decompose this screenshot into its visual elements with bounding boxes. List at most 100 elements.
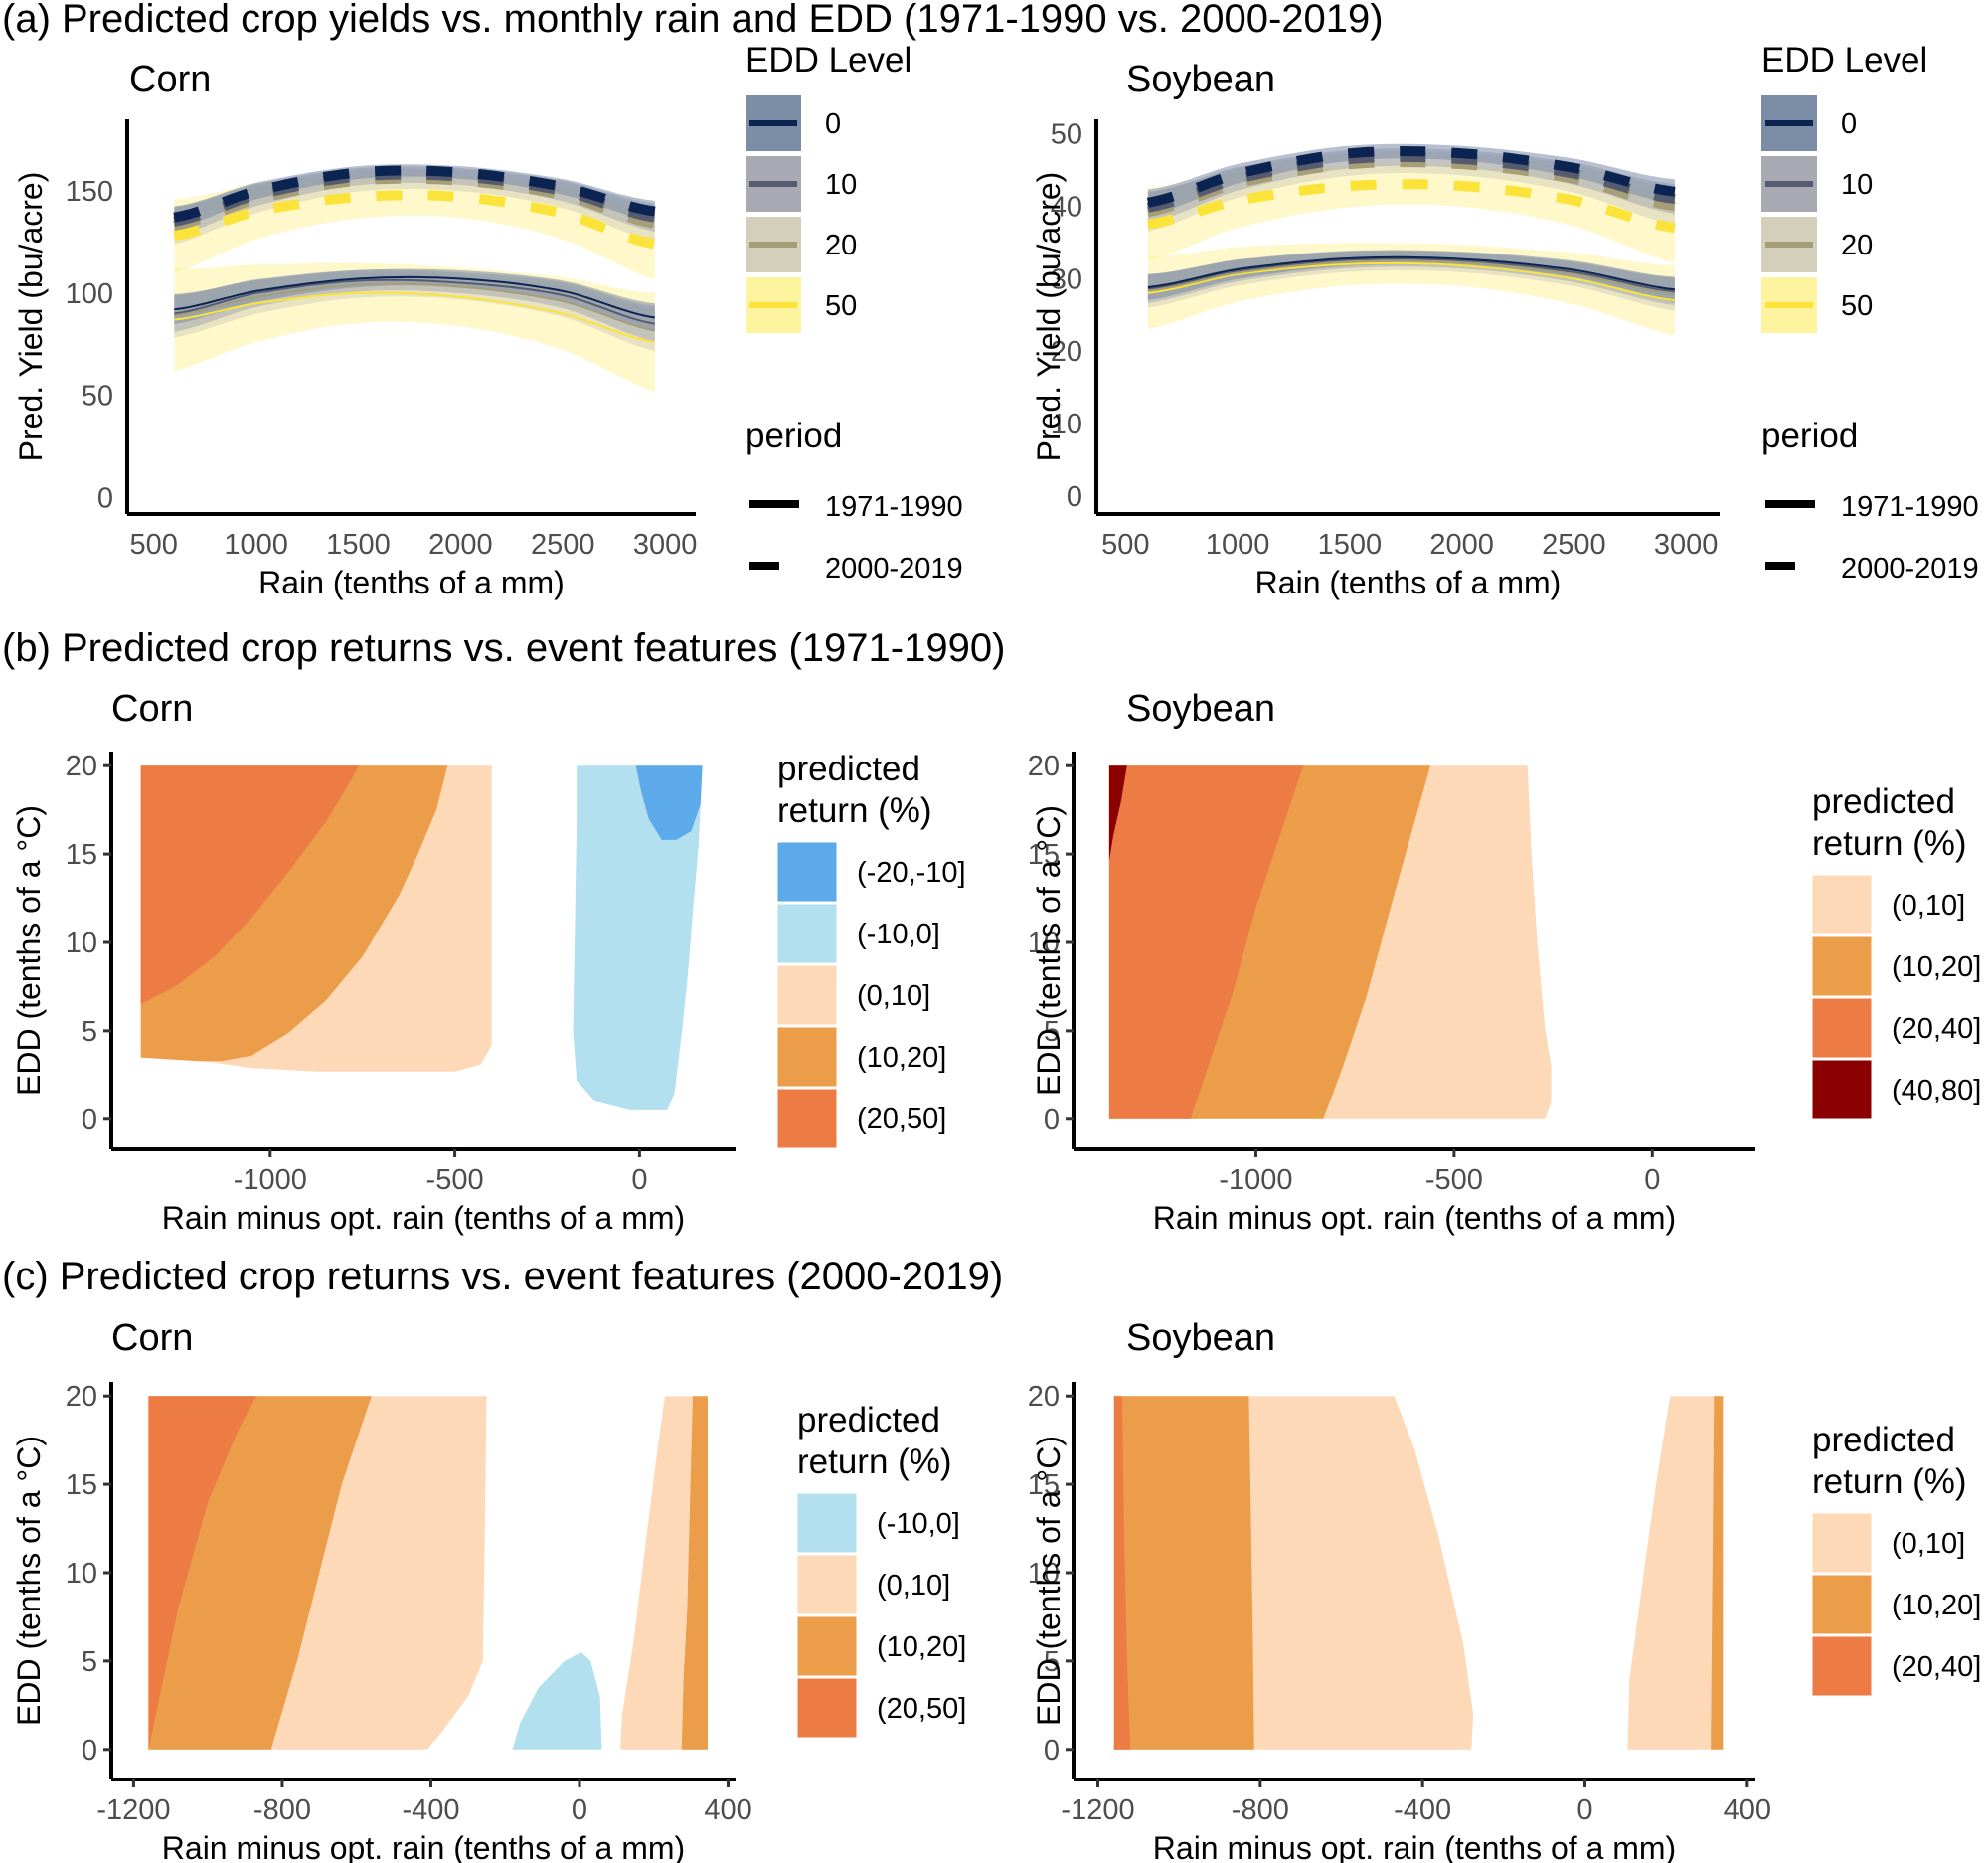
y-tick-label: 20 [66,1381,97,1413]
x-tick-label: 400 [704,1794,751,1826]
contour-region [681,1396,708,1750]
legend-key [796,1554,858,1615]
legend-label-period: 1971-1990 [825,491,963,523]
x-tick-label: 1000 [1206,529,1270,561]
series-line [1147,259,1676,296]
legend-key [1811,1635,1873,1697]
legend-label: (0,10] [857,980,930,1012]
panel-title: Soybean [1126,688,1275,730]
series-line [1146,145,1676,208]
legend-label: (0,10] [1892,1528,1965,1560]
x-axis-title: Rain minus opt. rain (tenths of a mm) [1153,1200,1676,1236]
legend-label-edd: 20 [1841,230,1873,261]
ci-ribbon [1147,250,1675,302]
y-tick-label: 0 [82,1104,97,1136]
contour-region [1711,1396,1724,1750]
legend-label-edd: 0 [1841,108,1857,140]
contour-region [1627,1396,1724,1750]
y-tick-label: 5 [1044,1646,1060,1678]
x-axis-title: Rain (tenths of a mm) [258,565,565,600]
legend-label: (0,10] [1892,890,1965,922]
y-tick-label: 5 [82,1016,97,1048]
ci-ribbon [1147,143,1675,216]
y-tick-label: 15 [66,1469,97,1501]
contour-region [1108,765,1127,862]
y-tick-label: 10 [1028,1558,1060,1590]
y-tick-label: 10 [1028,928,1060,959]
x-tick-label: 400 [1724,1794,1771,1826]
ci-ribbon [1147,163,1675,263]
legend-label-edd: 10 [1841,169,1873,201]
x-tick-label: 2500 [531,529,595,561]
y-tick-label: 15 [1028,1469,1060,1501]
legend-label: (-10,0] [857,919,940,950]
y-tick-label: 30 [1051,263,1082,295]
panel-title: Corn [111,1317,193,1359]
y-tick-label: 50 [1051,119,1082,151]
x-tick-label: 500 [130,529,178,561]
legend-key [776,841,838,903]
x-tick-label: -500 [426,1164,484,1196]
x-axis-title: Rain (tenths of a mm) [1255,565,1562,600]
y-tick-label: 20 [1028,751,1060,782]
x-tick-label: 1500 [1318,529,1383,561]
x-tick-label: -1000 [234,1164,307,1196]
legend-key [776,903,838,964]
series-line [174,275,655,319]
legend-label: (20,50] [877,1693,966,1725]
legend-title-period: period [1761,417,1858,455]
series-line [1146,157,1676,218]
legend-label-edd: 10 [825,169,857,201]
series-line [174,291,655,344]
series-line [1147,179,1676,234]
x-tick-label: -800 [253,1794,311,1826]
contour-region [148,1396,256,1750]
contour-region [1113,1396,1254,1750]
y-tick-label: 20 [66,751,97,782]
x-tick-label: 3000 [633,529,698,561]
legend-key [1811,1512,1873,1574]
y-tick-label: 5 [82,1646,97,1678]
x-tick-label: -1000 [1219,1164,1292,1196]
legend-title-edd: EDD Level [1761,41,1927,80]
y-axis-title: Pred. Yield (bu/acre) [13,172,49,462]
x-tick-label: 1500 [326,529,391,561]
legend-key [1811,935,1873,997]
y-tick-label: 15 [1028,839,1060,871]
panel-c-soybean: Soybean 0 5 10 15 20 -1200 -800 -400 0 400 Rain min… [1028,1317,1982,1863]
y-tick-label: 20 [1028,1381,1060,1413]
legend-label: (40,80] [1892,1075,1981,1106]
legend-label-edd: 0 [825,108,841,140]
legend-label: (20,40] [1892,1651,1981,1683]
y-axis-title: Pred. Yield (bu/acre) [1031,172,1067,462]
y-tick-label: 5 [1044,1016,1060,1048]
legend-key [796,1492,858,1554]
legend-label: (10,20] [857,1042,946,1074]
legend-label: (-20,-10] [857,857,966,889]
x-axis-title: Rain minus opt. rain (tenths of a mm) [162,1830,685,1863]
legend-title: return (%) [1812,1462,1967,1501]
series-line [1146,151,1676,213]
y-tick-label: 40 [1051,191,1082,223]
x-tick-label: 3000 [1654,529,1719,561]
legend-label: (10,20] [877,1631,966,1663]
contour-region [573,765,703,1110]
y-tick-label: 0 [1044,1104,1060,1136]
panel-title: Soybean [1126,59,1275,100]
y-axis-title: EDD (tenths of a °C) [1031,1436,1067,1726]
series-line [1147,261,1676,302]
x-axis-title: Rain minus opt. rain (tenths of a mm) [1153,1830,1676,1863]
section-title-c: (c) Predicted crop returns vs. event fea… [2,1255,1003,1298]
y-axis-title: EDD (tenths of a °C) [11,1436,47,1726]
y-tick-label: 0 [1067,481,1082,513]
x-tick-label: -400 [1394,1794,1451,1826]
x-tick-label: 0 [572,1794,587,1826]
legend-key [1811,1574,1873,1635]
legend-label: (10,20] [1892,951,1981,983]
panel-title: Corn [129,59,211,100]
legend-key [1811,997,1873,1059]
legend-label-edd: 20 [825,230,857,261]
panel-b-corn: Corn 0 5 10 15 20 -1000 -500 0 Rain minus opt. ra… [11,688,966,1236]
legend-key [776,964,838,1026]
y-tick-label: 10 [1051,409,1082,440]
